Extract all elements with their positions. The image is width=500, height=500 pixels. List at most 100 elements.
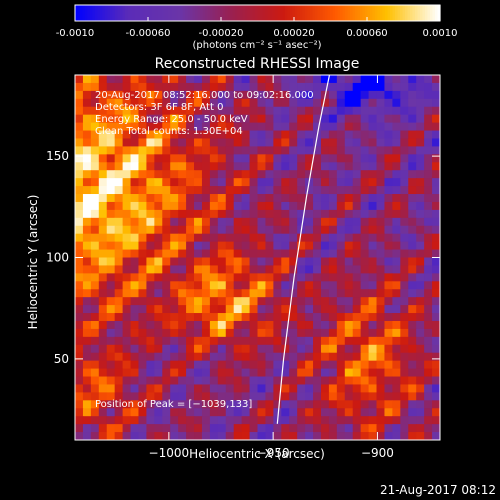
- image-pixel: [360, 336, 370, 346]
- image-pixel: [416, 130, 425, 139]
- image-pixel: [146, 336, 155, 346]
- image-pixel: [201, 82, 211, 92]
- image-pixel: [106, 336, 116, 346]
- image-pixel: [281, 82, 290, 92]
- image-pixel: [257, 162, 266, 171]
- image-pixel: [360, 98, 370, 108]
- image-pixel: [194, 75, 203, 84]
- image-pixel: [90, 424, 100, 433]
- image-pixel: [90, 217, 100, 227]
- image-pixel: [281, 241, 290, 251]
- image-pixel: [297, 400, 306, 409]
- image-pixel: [82, 344, 92, 354]
- image-pixel: [368, 320, 378, 330]
- image-pixel: [170, 265, 179, 274]
- image-pixel: [328, 138, 338, 147]
- image-pixel: [233, 432, 243, 440]
- image-pixel: [98, 360, 108, 370]
- image-pixel: [289, 376, 298, 385]
- image-pixel: [201, 352, 211, 362]
- image-pixel: [201, 344, 211, 354]
- image-pixel: [352, 289, 362, 298]
- image-pixel: [106, 146, 116, 155]
- image-pixel: [273, 178, 282, 187]
- image-pixel: [368, 122, 378, 132]
- image-pixel: [162, 432, 171, 440]
- image-pixel: [305, 75, 314, 84]
- image-pixel: [154, 320, 163, 330]
- image-pixel: [273, 75, 282, 84]
- image-pixel: [313, 178, 322, 187]
- image-pixel: [241, 336, 251, 346]
- image-pixel: [432, 257, 440, 266]
- image-pixel: [241, 344, 251, 354]
- image-pixel: [217, 432, 227, 440]
- colorbar-cell: [280, 5, 284, 21]
- image-pixel: [289, 162, 298, 171]
- colorbar-cell: [265, 5, 269, 21]
- image-pixel: [416, 82, 425, 92]
- image-pixel: [170, 297, 179, 306]
- image-pixel: [408, 265, 417, 274]
- image-pixel: [360, 352, 370, 362]
- colorbar-cell: [87, 5, 91, 21]
- image-pixel: [201, 376, 211, 385]
- image-pixel: [146, 392, 155, 401]
- colorbar-cell: [197, 5, 201, 21]
- image-pixel: [313, 320, 322, 330]
- image-pixel: [186, 352, 195, 362]
- image-pixel: [376, 273, 385, 282]
- image-pixel: [313, 249, 322, 258]
- image-pixel: [130, 170, 139, 179]
- image-pixel: [432, 75, 440, 84]
- image-pixel: [416, 305, 425, 314]
- image-pixel: [376, 217, 385, 227]
- image-pixel: [225, 376, 235, 385]
- image-pixel: [186, 297, 195, 306]
- image-pixel: [384, 241, 393, 251]
- image-pixel: [90, 194, 100, 203]
- image-pixel: [241, 400, 251, 409]
- image-pixel: [170, 273, 179, 282]
- image-pixel: [416, 249, 425, 258]
- image-pixel: [344, 368, 354, 378]
- image-pixel: [249, 328, 258, 338]
- image-pixel: [289, 98, 298, 108]
- image-pixel: [241, 186, 251, 195]
- image-pixel: [320, 400, 330, 409]
- image-pixel: [154, 217, 163, 227]
- colorbar-cell: [422, 5, 426, 21]
- image-pixel: [328, 368, 338, 378]
- image-pixel: [273, 400, 282, 409]
- image-pixel: [146, 146, 155, 155]
- image-pixel: [273, 408, 282, 417]
- image-pixel: [209, 209, 219, 219]
- image-pixel: [106, 170, 116, 179]
- image-pixel: [82, 233, 92, 243]
- image-pixel: [162, 368, 171, 378]
- image-pixel: [130, 313, 139, 322]
- image-pixel: [249, 90, 258, 100]
- image-pixel: [416, 400, 425, 409]
- image-pixel: [297, 130, 306, 139]
- image-pixel: [201, 90, 211, 100]
- image-pixel: [122, 241, 132, 251]
- image-pixel: [249, 400, 258, 409]
- image-pixel: [178, 106, 187, 116]
- colorbar-cell: [140, 5, 144, 21]
- image-pixel: [82, 114, 92, 124]
- image-pixel: [98, 289, 108, 298]
- image-pixel: [328, 328, 338, 338]
- image-pixel: [138, 209, 147, 219]
- image-pixel: [225, 424, 235, 433]
- colorbar-cell: [320, 5, 324, 21]
- image-pixel: [328, 233, 338, 243]
- colorbar-cell: [117, 5, 121, 21]
- image-pixel: [400, 273, 409, 282]
- image-pixel: [225, 336, 235, 346]
- image-pixel: [416, 225, 425, 235]
- image-pixel: [194, 122, 203, 132]
- image-pixel: [336, 368, 346, 378]
- image-pixel: [352, 400, 362, 409]
- image-pixel: [384, 162, 393, 171]
